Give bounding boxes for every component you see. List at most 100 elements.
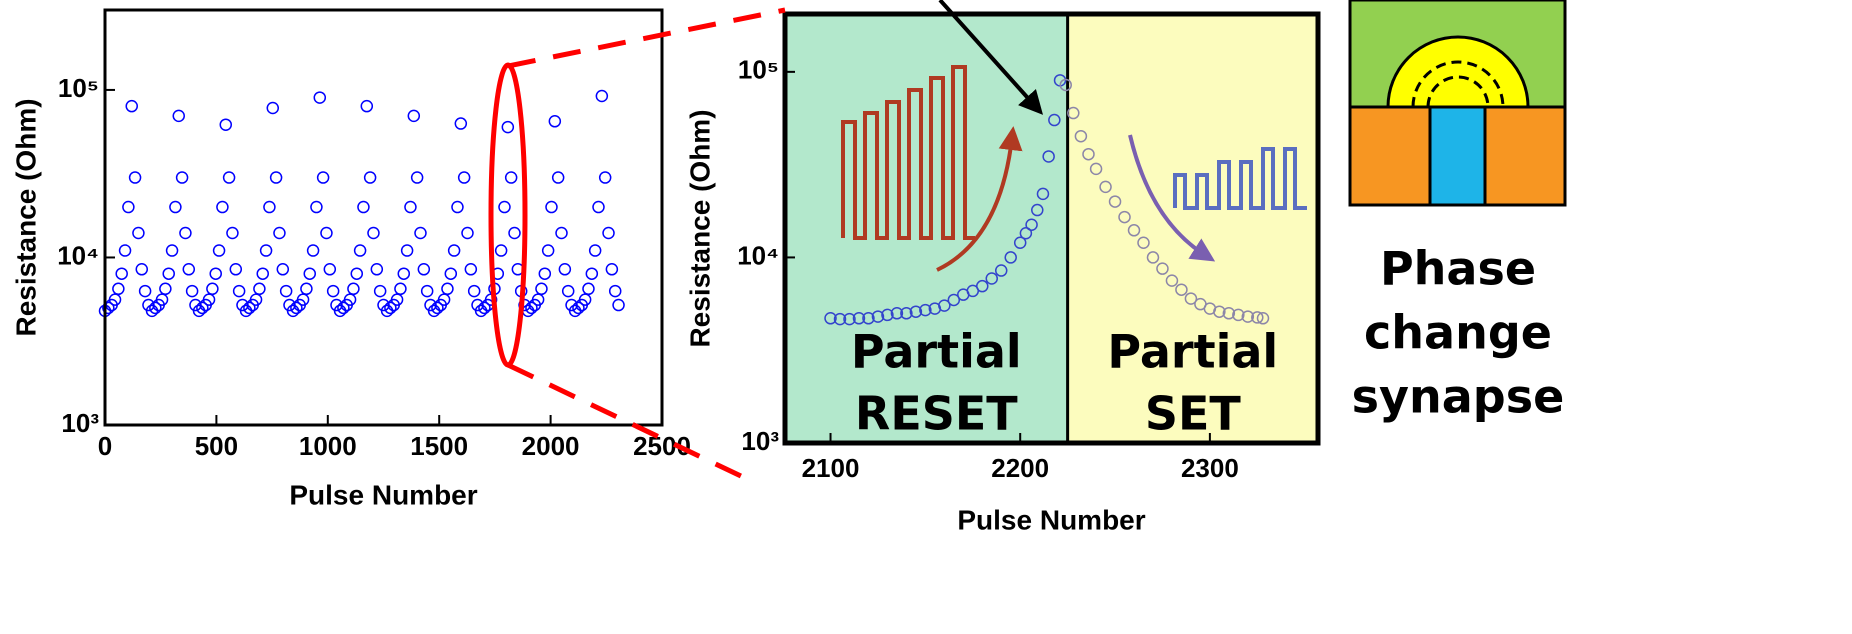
data-point [1184,292,1198,305]
data-point [169,200,182,214]
x-tick-label: 2200 [991,453,1049,483]
data-point [135,263,149,276]
data-point [608,284,622,298]
data-point [367,226,380,240]
diagram-label: synapse [1352,370,1565,424]
data-point [165,244,179,257]
data-point [253,282,266,296]
data-point [1251,311,1264,324]
data-point [414,226,427,240]
data-point [947,293,961,307]
data-point [461,226,474,240]
data-point [1222,307,1236,320]
data-point [296,293,310,306]
data-point [1241,310,1255,323]
data-point [209,267,222,280]
x-tick-label: 1000 [299,431,357,461]
data-point [326,284,340,298]
y-tick-label: 10⁴ [737,240,779,270]
reset-arrow [936,126,1023,272]
data-point [1067,106,1080,120]
data-point [1099,180,1112,194]
data-point [508,226,521,240]
data-point [390,293,404,306]
y-tick-label: 10⁵ [738,55,779,85]
y-axis-label: Resistance (Ohm) [10,98,41,336]
data-point [149,301,162,315]
data-point [279,284,293,298]
data-point [162,267,175,280]
data-point [310,200,323,214]
data-point [370,263,384,276]
data-point [1127,224,1141,237]
data-point [605,263,619,276]
data-point [1146,251,1160,264]
data-point [454,117,468,130]
data-point [229,263,243,276]
data-point [582,282,595,296]
y-tick-label: 10⁵ [58,73,99,103]
data-point [357,200,370,214]
data-point [125,99,138,113]
data-point [1256,312,1270,325]
data-point [588,244,602,257]
data-point [545,200,558,214]
decorations [488,0,1567,481]
data-point [938,299,951,312]
data-point [122,200,135,214]
data-point [572,301,585,315]
data-point [976,279,989,293]
data-point [400,244,414,257]
data-point [852,312,866,325]
data-point [343,293,357,306]
data-point [457,171,471,184]
data-point [266,101,280,115]
data-point [1013,236,1027,249]
data-point [1089,162,1103,176]
data-point [1213,305,1226,318]
x-axis-label: Pulse Number [957,504,1145,535]
data-point [337,301,350,315]
data-point [323,263,337,276]
data-point [108,293,122,306]
data-point [259,244,273,257]
dashed-arc [1426,75,1490,108]
data-point [196,301,209,315]
data-point [185,284,199,298]
data-point [353,244,367,257]
data-point [444,267,458,280]
data-point [900,307,913,320]
diagram-frame [1348,0,1567,207]
data-point [862,312,875,325]
data-point [269,171,283,184]
data-point [1232,308,1245,322]
data-point [909,305,923,318]
data-point [112,282,125,296]
data-point [437,293,451,306]
data-point [595,89,609,103]
data-point [431,301,444,315]
plot-frame [103,8,664,427]
data-point [1036,187,1050,201]
data-point [498,200,511,214]
data-point [373,284,387,298]
data-point [397,267,411,280]
data-point [592,200,605,214]
data-point [206,282,219,296]
data-point [249,293,263,306]
data-point [555,226,568,240]
data-point [276,263,290,276]
electrode [1428,105,1487,207]
y-tick-label: 10³ [741,426,779,456]
region-label: RESET [855,387,1018,441]
x-tick-label: 0 [98,431,112,461]
data-point [256,267,269,280]
data-point [155,293,169,306]
set-arrow [1128,134,1216,262]
data-point [558,263,572,276]
data-point [585,267,599,280]
pointer-arrow [938,0,1044,115]
data-point [216,200,229,214]
